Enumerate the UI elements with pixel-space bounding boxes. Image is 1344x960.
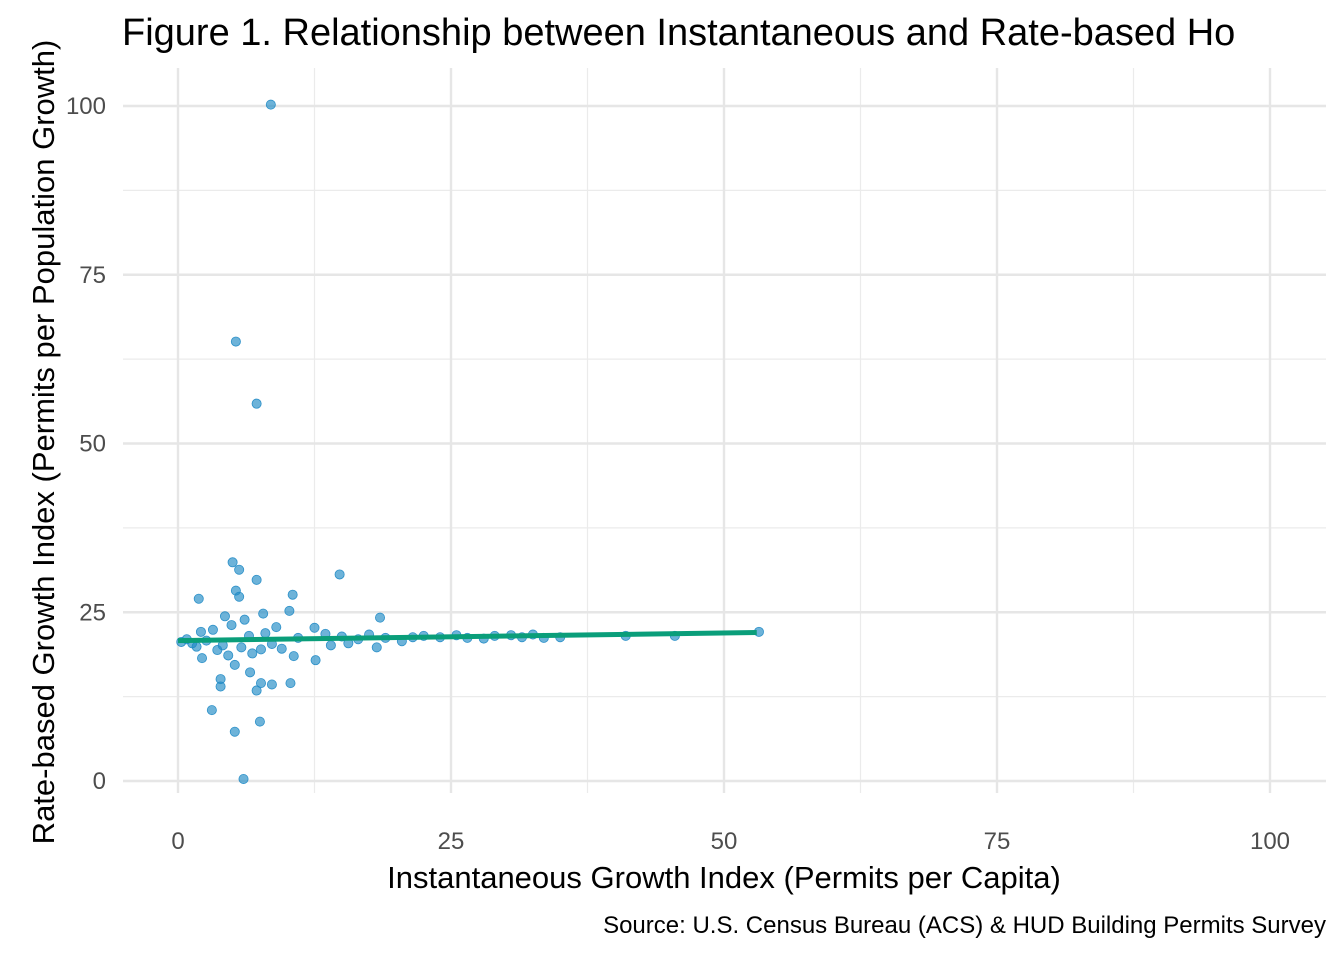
- x-tick-label: 25: [438, 828, 465, 855]
- scatter-point: [236, 642, 247, 653]
- scatter-point: [325, 640, 336, 651]
- x-axis-label: Instantaneous Growth Index (Permits per …: [387, 860, 1061, 895]
- scatter-point: [310, 655, 321, 666]
- source-caption: Source: U.S. Census Bureau (ACS) & HUD B…: [603, 912, 1326, 939]
- scatter-point: [234, 564, 245, 575]
- scatter-point: [334, 569, 345, 580]
- scatter-point: [309, 622, 320, 633]
- scatter-point: [255, 678, 266, 689]
- scatter-point: [371, 642, 382, 653]
- y-tick-label: 25: [79, 599, 106, 626]
- scatter-point: [207, 624, 218, 635]
- scatter-point: [251, 685, 262, 696]
- scatter-point: [195, 626, 206, 637]
- scatter-point: [260, 628, 271, 639]
- y-tick-label: 50: [79, 431, 106, 458]
- scatter-point: [251, 574, 262, 585]
- scatter-point: [219, 611, 230, 622]
- fit-line-group: [177, 630, 757, 644]
- x-tick-label: 50: [711, 828, 738, 855]
- scatter-point: [287, 589, 298, 600]
- scatter-point: [223, 650, 234, 661]
- x-axis-ticks: 0 25 50 75 100: [171, 828, 1290, 855]
- scatter-point: [245, 667, 256, 678]
- scatter-point: [247, 648, 258, 659]
- scatter-point: [276, 643, 287, 654]
- scatter-point: [271, 622, 282, 633]
- scatter-point: [239, 614, 250, 625]
- scatter-point: [230, 336, 241, 347]
- scatter-point: [265, 99, 276, 110]
- y-axis-label: Rate-based Growth Index (Permits per Pop…: [26, 39, 61, 845]
- y-tick-label: 0: [93, 768, 106, 795]
- scatter-point: [229, 659, 240, 670]
- x-tick-label: 75: [984, 828, 1011, 855]
- scatter-point: [375, 612, 386, 623]
- y-axis-ticks: 0 25 50 75 100: [66, 93, 106, 795]
- scatter-point: [254, 716, 265, 727]
- scatter-point: [251, 398, 262, 409]
- scatter-point: [255, 644, 266, 655]
- scatter-points: [176, 99, 764, 784]
- scatter-point: [285, 678, 296, 689]
- x-tick-label: 100: [1250, 828, 1290, 855]
- scatter-point: [215, 681, 226, 692]
- major-gridlines: [123, 68, 1326, 793]
- y-tick-label: 100: [66, 93, 106, 120]
- scatter-point: [234, 591, 245, 602]
- chart-title: Figure 1. Relationship between Instantan…: [122, 12, 1236, 54]
- scatter-point: [284, 605, 295, 616]
- scatter-point: [191, 641, 202, 652]
- scatter-point: [227, 557, 238, 568]
- regression-fit-line: [177, 630, 757, 644]
- x-tick-label: 0: [171, 828, 184, 855]
- scatter-point: [226, 620, 237, 631]
- scatter-point: [229, 726, 240, 737]
- scatter-point: [193, 593, 204, 604]
- scatter-point: [266, 679, 277, 690]
- scatter-point: [197, 653, 208, 664]
- scatter-point: [206, 705, 217, 716]
- y-tick-label: 75: [79, 262, 106, 289]
- scatter-point: [288, 651, 299, 662]
- scatter-point: [258, 608, 269, 619]
- scatter-point: [238, 773, 249, 784]
